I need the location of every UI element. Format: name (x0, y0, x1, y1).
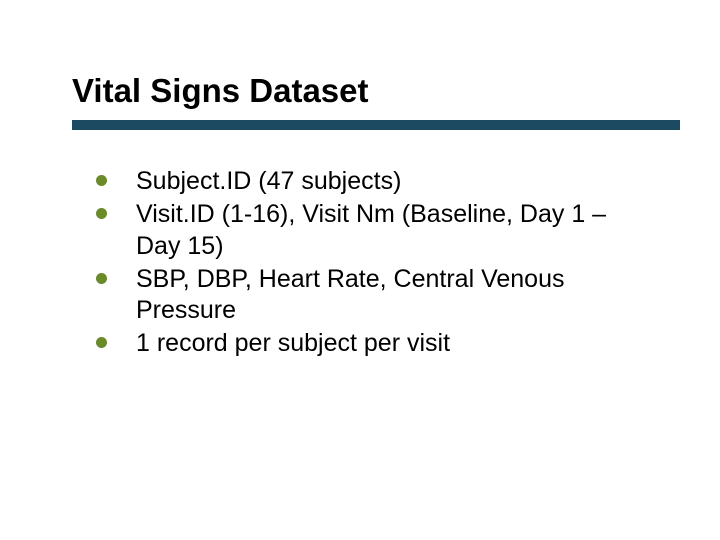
list-item-text: SBP, DBP, Heart Rate, Central Venous Pre… (136, 265, 565, 324)
title-underline (72, 120, 680, 130)
list-item: Subject.ID (47 subjects) (96, 166, 650, 197)
slide-title: Vital Signs Dataset (72, 72, 680, 110)
bullet-icon (96, 208, 107, 219)
bullet-icon (96, 273, 107, 284)
list-item: Visit.ID (1-16), Visit Nm (Baseline, Day… (96, 199, 650, 262)
list-item-text: 1 record per subject per visit (136, 329, 450, 357)
slide-body: Subject.ID (47 subjects) Visit.ID (1-16)… (96, 166, 650, 362)
slide-container: Vital Signs Dataset Subject.ID (47 subje… (0, 0, 720, 540)
bullet-icon (96, 175, 107, 186)
list-item-text: Subject.ID (47 subjects) (136, 167, 401, 195)
list-item: 1 record per subject per visit (96, 328, 650, 359)
bullet-list: Subject.ID (47 subjects) Visit.ID (1-16)… (96, 166, 650, 360)
title-wrap: Vital Signs Dataset (72, 72, 680, 110)
bullet-icon (96, 337, 107, 348)
list-item: SBP, DBP, Heart Rate, Central Venous Pre… (96, 264, 650, 327)
list-item-text: Visit.ID (1-16), Visit Nm (Baseline, Day… (136, 200, 606, 259)
